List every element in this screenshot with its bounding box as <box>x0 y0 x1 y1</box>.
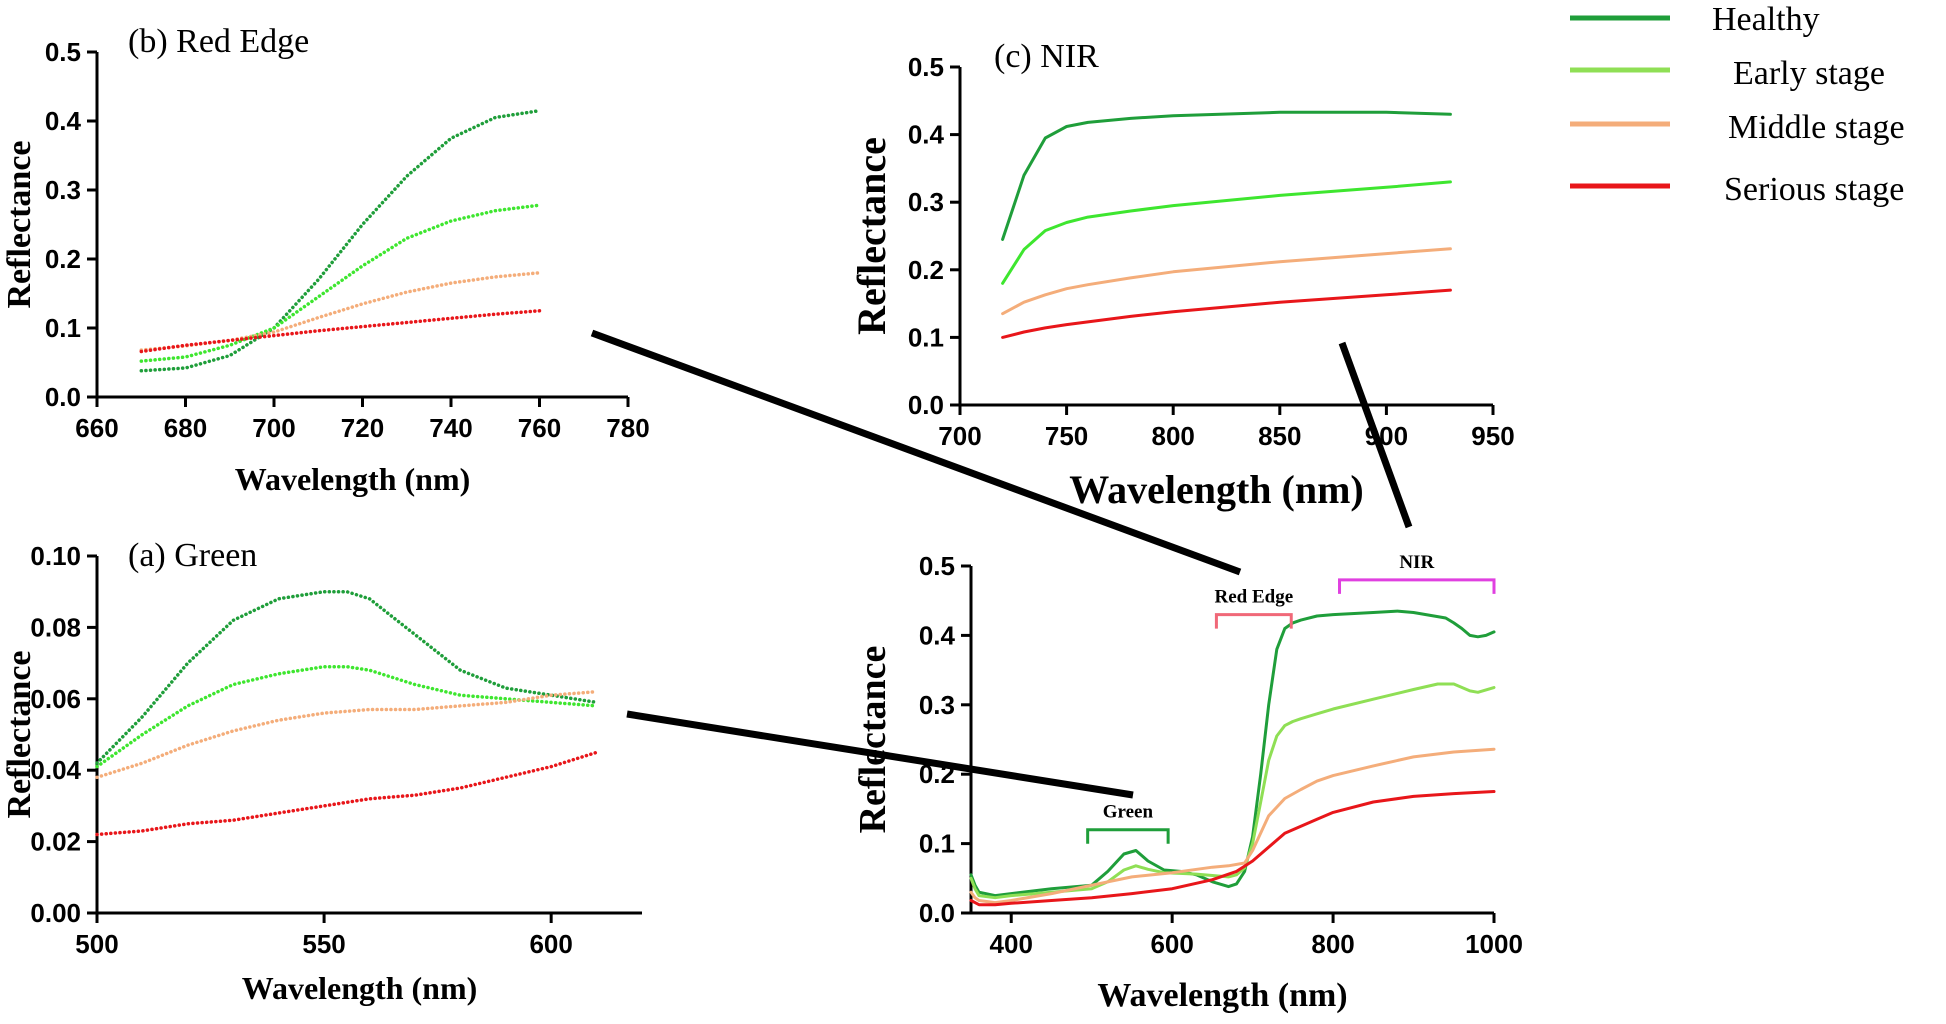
y-tick-label: 0.0 <box>45 382 81 412</box>
x-axis-title: Wavelength (nm) <box>1097 977 1347 1014</box>
y-tick-label: 0.2 <box>919 759 955 789</box>
series-line-early-stage <box>1001 180 1452 285</box>
series-line-middle-stage <box>1001 247 1452 316</box>
series-line-middle-stage <box>969 747 1496 905</box>
series-line-healthy <box>1001 110 1452 241</box>
legend-label-early-stage: Early stage <box>1733 55 1885 92</box>
x-tick-label: 500 <box>75 929 118 959</box>
y-tick-label: 0.1 <box>919 829 955 859</box>
panel-title: (c) NIR <box>994 38 1099 75</box>
series-line-middle-stage <box>95 689 599 780</box>
series-line-early-stage <box>95 664 599 769</box>
x-tick-label: 660 <box>75 413 118 443</box>
x-tick-label: 720 <box>341 413 384 443</box>
x-axis-title: Wavelength (nm) <box>235 461 471 497</box>
panel-title: (b) Red Edge <box>128 23 309 60</box>
x-tick-label: 400 <box>990 929 1033 959</box>
y-tick-label: 0.02 <box>30 827 81 857</box>
y-tick-label: 0.4 <box>908 120 945 150</box>
region-bracket-nir: NIR <box>1338 552 1496 594</box>
bracket-line <box>1086 828 1170 844</box>
y-tick-label: 0.1 <box>45 313 81 343</box>
y-tick-label: 0.5 <box>45 37 81 67</box>
x-axis-title: Wavelength (nm) <box>242 970 478 1006</box>
panel-title: (a) Green <box>128 537 257 574</box>
y-tick-label: 0.3 <box>908 187 944 217</box>
y-axis-title: Reflectance <box>852 646 894 834</box>
series-line-early-stage <box>139 203 542 363</box>
region-bracket-green: Green <box>1086 802 1170 844</box>
x-tick-label: 740 <box>429 413 472 443</box>
x-tick-label: 800 <box>1311 929 1354 959</box>
y-tick-label: 0.3 <box>45 175 81 205</box>
series-line-healthy <box>139 108 542 373</box>
zoom-connector-lines <box>590 329 1413 799</box>
y-tick-label: 0.4 <box>919 620 956 650</box>
bracket-line <box>1338 578 1496 594</box>
legend: Healthy Early stage Middle stage Serious… <box>1570 1 1905 208</box>
series-line-middle-stage <box>139 271 542 352</box>
series-line-serious-stage <box>1001 288 1452 339</box>
y-tick-label: 0.04 <box>30 755 81 785</box>
series-line-healthy <box>969 609 1496 898</box>
connector-line <box>626 710 1134 799</box>
y-axis-title: Reflectance <box>1 140 38 308</box>
y-tick-label: 0.5 <box>908 52 944 82</box>
bracket-label: Green <box>1103 802 1154 823</box>
chart-nir: 700 750 800 850 900 950 0.0 0.1 0.2 0.3 0.4 0.5 Wave… <box>849 38 1515 512</box>
y-tick-label: 0.5 <box>919 551 955 581</box>
legend-label-serious-stage: Serious stage <box>1724 171 1904 208</box>
x-tick-label: 600 <box>1150 929 1193 959</box>
connector-line <box>590 329 1242 576</box>
y-tick-label: 0.3 <box>919 690 955 720</box>
y-tick-label: 0.0 <box>919 898 955 928</box>
y-tick-label: 0.00 <box>30 898 81 928</box>
y-tick-label: 0.0 <box>908 390 944 420</box>
x-axis-title: Wavelength (nm) <box>1069 467 1363 512</box>
x-tick-label: 600 <box>529 929 572 959</box>
legend-label-healthy: Healthy <box>1712 1 1820 38</box>
x-tick-label: 1000 <box>1465 929 1523 959</box>
chart-panels: 660 680 700 720 740 760 780 0.0 0.1 0.2 0.3 0.4 0.5 W… <box>1 23 1523 1014</box>
y-tick-label: 0.08 <box>30 612 81 642</box>
x-tick-label: 700 <box>938 421 981 451</box>
x-tick-label: 780 <box>606 413 649 443</box>
x-tick-label: 550 <box>302 929 345 959</box>
x-tick-label: 700 <box>252 413 295 443</box>
y-tick-label: 0.10 <box>30 541 81 571</box>
y-tick-label: 0.2 <box>908 255 944 285</box>
x-tick-label: 950 <box>1471 421 1514 451</box>
legend-label-middle-stage: Middle stage <box>1728 109 1905 146</box>
series-line-serious-stage <box>969 790 1496 907</box>
x-tick-label: 680 <box>164 413 207 443</box>
chart-green: 500 550 600 0.00 0.02 0.04 0.06 0.08 0.10 Wavelen… <box>1 537 642 1006</box>
chart-full: 400 600 800 1000 0.0 0.1 0.2 0.3 0.4 0.5 Wavelengt… <box>852 551 1523 1014</box>
chart-red-edge: 660 680 700 720 740 760 780 0.0 0.1 0.2 0.3 0.4 0.5 W… <box>1 23 650 497</box>
x-tick-label: 800 <box>1152 421 1195 451</box>
y-axis-title: Reflectance <box>849 137 894 335</box>
series-line-healthy <box>95 589 599 765</box>
y-tick-label: 0.1 <box>908 322 944 352</box>
series-line-serious-stage <box>95 750 599 837</box>
y-tick-label: 0.06 <box>30 684 81 714</box>
bracket-line <box>1214 613 1293 629</box>
region-bracket-red-edge: Red Edge <box>1214 587 1293 629</box>
y-axis-title: Reflectance <box>1 650 38 818</box>
x-tick-label: 750 <box>1045 421 1088 451</box>
bracket-label: Red Edge <box>1214 587 1293 608</box>
x-tick-label: 760 <box>518 413 561 443</box>
y-tick-label: 0.2 <box>45 244 81 274</box>
x-tick-label: 900 <box>1365 421 1408 451</box>
connector-line <box>1338 341 1413 529</box>
y-tick-label: 0.4 <box>45 106 82 136</box>
x-tick-label: 850 <box>1258 421 1301 451</box>
bracket-label: NIR <box>1399 552 1434 573</box>
